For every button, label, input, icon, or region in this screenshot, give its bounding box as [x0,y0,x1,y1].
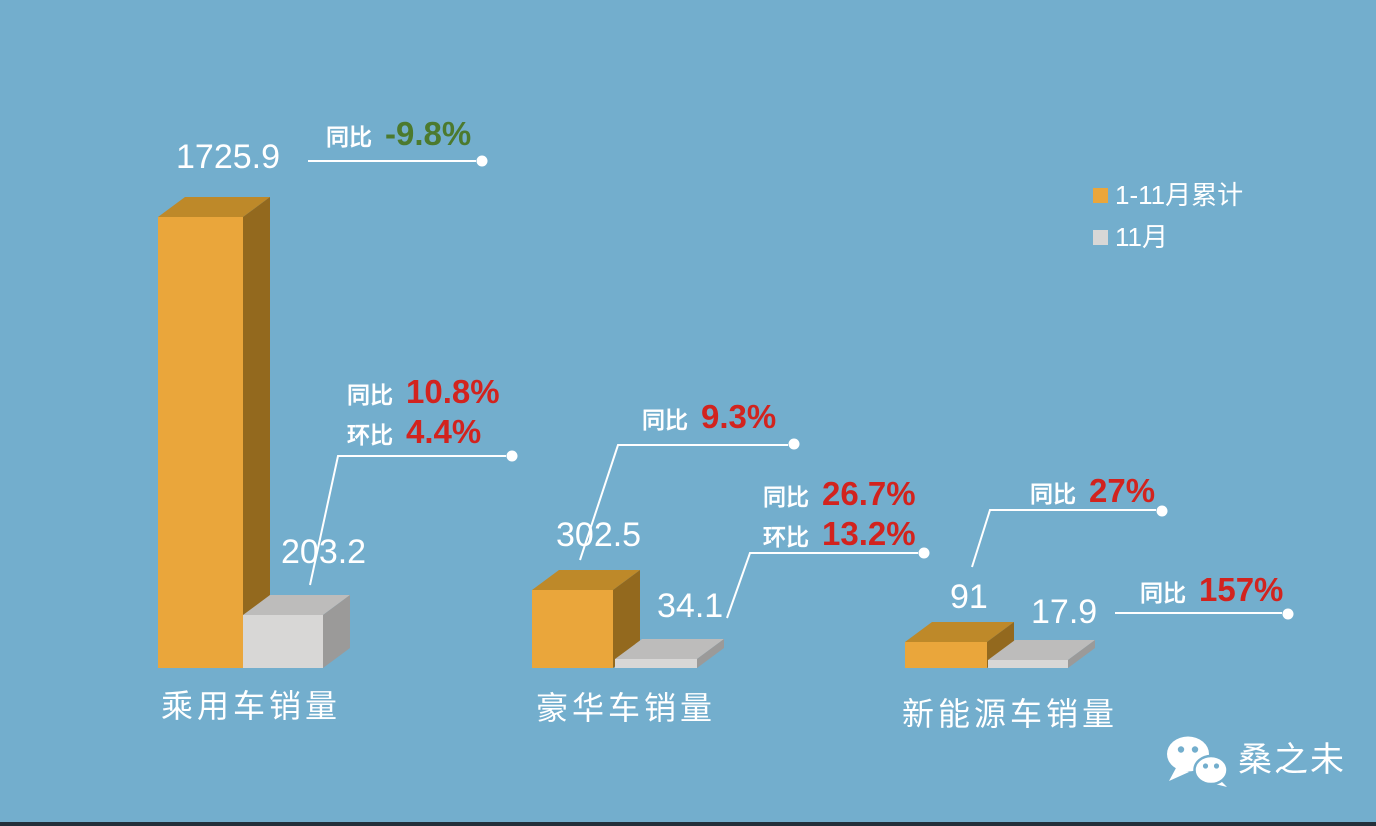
bar-front-face [905,642,987,668]
metric-label: 同比 [326,124,372,150]
annotation-nev-monthly: 同比 157% [1140,573,1283,606]
leader-dot [1156,505,1168,517]
legend-swatch-monthly [1093,229,1108,245]
metric-label: 同比 [642,407,688,433]
value-label-nev-cumulative: 91 [950,578,988,616]
metric-label: 同比 [1030,481,1076,507]
leader-line [579,444,788,561]
bar-top-face [615,639,724,659]
bar-luxury-monthly [615,639,724,668]
metric-label: 环比 [763,524,809,550]
bar-front-face [615,659,697,668]
bar-top-face [243,595,350,615]
value-label-nev-monthly: 17.9 [1031,593,1098,631]
leader-dot [476,155,488,167]
bar-nev-monthly [988,640,1095,668]
metric-label: 同比 [347,382,393,408]
value-label-luxury-cumulative: 302.5 [556,516,642,554]
bar-side-face [323,595,350,668]
value-label-passenger-monthly: 203.2 [281,533,367,571]
bar-passenger-cumulative [158,197,270,668]
watermark: 桑之未 [1166,735,1346,787]
legend-item-cumulative: 1-11月累计 [1093,182,1243,208]
metric-label: 环比 [347,422,393,448]
leader-dot [1282,608,1294,620]
bar-side-face [243,197,270,668]
metric-value: -9.8% [385,115,472,152]
annotation-passenger-monthly: 同比 10.8% 环比 4.4% [347,375,500,448]
leader-line [971,509,1156,568]
bar-top-face [158,197,270,217]
bar-top-face [988,640,1095,660]
category-label-passenger: 乘用车销量 [161,688,342,724]
footer-bar [0,822,1376,826]
metric-value: 27% [1089,472,1156,509]
category-label-luxury: 豪华车销量 [536,690,717,726]
bar-front-face [243,615,323,668]
metric-value: 9.3% [701,398,777,435]
leader-dot [918,547,930,559]
leader-line [726,552,918,619]
bar-top-face [905,622,1014,642]
metric-value: 4.4% [406,413,482,450]
watermark-name: 桑之未 [1238,741,1346,779]
bar-side-face [697,639,724,668]
value-label-passenger-cumulative: 1725.9 [176,138,280,176]
legend-item-monthly: 11月 [1093,224,1243,250]
metric-label: 同比 [1140,580,1186,606]
leader-dot [506,450,518,462]
legend-label: 1-11月累计 [1115,180,1244,210]
annotation-nev-cumulative: 同比 27% [1030,474,1155,507]
metric-value: 13.2% [822,515,916,552]
annotation-luxury-monthly: 同比 26.7% 环比 13.2% [763,477,916,550]
metric-value: 10.8% [406,373,500,410]
value-label-luxury-monthly: 34.1 [657,587,724,625]
wechat-logo-icon [1167,736,1229,787]
bar-passenger-monthly [243,595,350,668]
legend-label: 11月 [1115,222,1168,252]
metric-value: 157% [1199,571,1284,608]
bar-side-face [613,570,640,668]
metric-label: 同比 [763,484,809,510]
legend-swatch-cumulative [1093,187,1108,203]
leader-line [309,455,506,586]
bar-top-face [532,570,640,590]
category-label-nev: 新能源车销量 [902,696,1119,732]
bar-front-face [158,217,243,668]
bar-side-face [1068,640,1095,668]
annotation-luxury-cumulative: 同比 9.3% [642,400,776,433]
bar-front-face [988,660,1068,668]
annotation-passenger-cumulative: 同比 -9.8% [326,117,471,150]
chart-legend: 1-11月累计 11月 [1093,182,1243,266]
bar-luxury-cumulative [532,570,640,668]
metric-value: 26.7% [822,475,916,512]
leader-dot [788,438,800,450]
bar-front-face [532,590,613,668]
